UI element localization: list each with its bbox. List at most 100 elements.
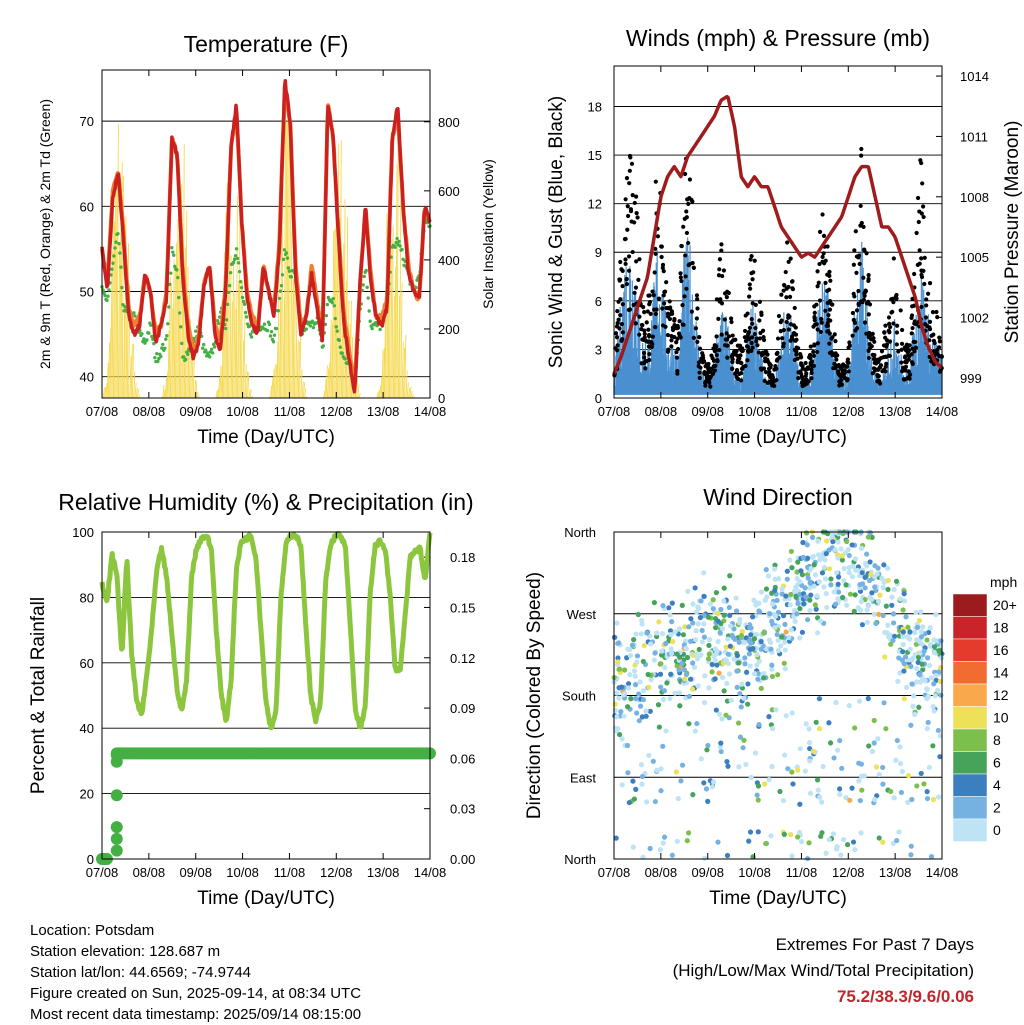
direction-point xyxy=(915,654,922,661)
direction-point xyxy=(798,838,805,845)
direction-point xyxy=(812,602,818,608)
direction-point xyxy=(789,853,795,859)
direction-point xyxy=(721,585,727,591)
gust-point xyxy=(917,261,922,266)
gust-point xyxy=(894,342,899,347)
gust-point xyxy=(627,307,633,312)
insolation-spike xyxy=(235,195,238,399)
gust-point xyxy=(697,335,702,340)
direction-point xyxy=(833,699,839,706)
gust-point xyxy=(863,289,869,294)
direction-point xyxy=(875,598,882,605)
gust-point xyxy=(825,272,830,277)
direction-point xyxy=(835,596,841,602)
gust-point xyxy=(794,352,799,357)
direction-point xyxy=(756,721,762,728)
gust-point xyxy=(680,322,685,327)
dewpoint-point xyxy=(247,324,252,328)
direction-point xyxy=(918,770,924,777)
direction-point xyxy=(725,661,731,667)
gust-point xyxy=(637,314,642,319)
insolation-spike xyxy=(248,389,251,399)
direction-point xyxy=(768,646,774,652)
insolation-spike xyxy=(129,356,132,399)
direction-point xyxy=(668,646,674,652)
direction-point xyxy=(705,656,712,662)
direction-point xyxy=(691,664,698,670)
direction-point xyxy=(814,777,821,783)
dewpoint-point xyxy=(321,344,326,348)
dewpoint-point xyxy=(133,314,137,318)
direction-point xyxy=(885,622,891,628)
direction-point xyxy=(763,567,769,573)
insolation-spike xyxy=(276,341,279,399)
direction-point xyxy=(918,629,924,635)
insolation-spike xyxy=(244,363,247,399)
gust-point xyxy=(839,382,844,387)
direction-point xyxy=(756,600,762,606)
direction-point xyxy=(905,799,911,805)
direction-point xyxy=(736,620,743,626)
direction-point xyxy=(709,669,715,675)
direction-point xyxy=(892,633,898,639)
direction-point xyxy=(669,619,675,625)
x-tick-label: 13/08 xyxy=(367,865,400,880)
direction-point xyxy=(719,716,725,722)
gust-point xyxy=(641,337,646,343)
dewpoint-point xyxy=(228,270,233,275)
gust-point xyxy=(766,366,772,371)
dewpoint-point xyxy=(308,324,313,328)
gust-point xyxy=(857,261,862,267)
direction-point xyxy=(805,575,811,581)
direction-point xyxy=(667,612,673,618)
dewpoint-point xyxy=(334,325,338,329)
direction-point xyxy=(733,595,739,601)
precip-point xyxy=(110,832,123,845)
direction-point xyxy=(900,641,906,648)
direction-point xyxy=(718,748,724,755)
direction-point xyxy=(847,797,853,803)
direction-point xyxy=(683,672,690,678)
direction-point xyxy=(890,840,896,847)
direction-point xyxy=(755,829,761,835)
direction-point xyxy=(926,662,933,669)
legend-label: 18 xyxy=(993,620,1009,636)
insolation-spike xyxy=(177,234,180,399)
direction-point xyxy=(743,761,749,768)
gust-point xyxy=(632,220,637,225)
gust-point xyxy=(711,364,716,369)
direction-point xyxy=(788,591,794,598)
direction-point xyxy=(797,606,803,612)
direction-point xyxy=(869,748,875,754)
gust-point xyxy=(615,348,620,353)
gust-point xyxy=(715,358,720,363)
direction-point xyxy=(809,534,816,540)
direction-point xyxy=(776,576,782,582)
direction-point xyxy=(787,557,793,563)
direction-point xyxy=(793,594,799,600)
gust-point xyxy=(856,301,861,306)
gust-point xyxy=(626,254,632,259)
gust-point xyxy=(890,309,895,314)
gust-point xyxy=(681,224,686,229)
direction-point xyxy=(835,747,841,753)
dewpoint-point xyxy=(169,271,173,275)
gust-point xyxy=(821,233,827,238)
gust-point xyxy=(678,275,683,280)
insolation-spike xyxy=(111,211,114,399)
gust-point xyxy=(720,273,725,279)
direction-point xyxy=(800,554,806,561)
gust-point xyxy=(788,322,793,327)
insolation-spike xyxy=(332,230,335,399)
direction-point xyxy=(659,648,665,654)
direction-point xyxy=(849,542,855,548)
insolation-spike xyxy=(269,385,273,399)
direction-point xyxy=(682,676,688,682)
dewpoint-point xyxy=(237,269,242,274)
direction-point xyxy=(751,597,757,603)
direction-point xyxy=(820,763,826,770)
gust-point xyxy=(632,290,637,295)
direction-point xyxy=(833,846,840,852)
dewpoint-point xyxy=(105,298,109,303)
